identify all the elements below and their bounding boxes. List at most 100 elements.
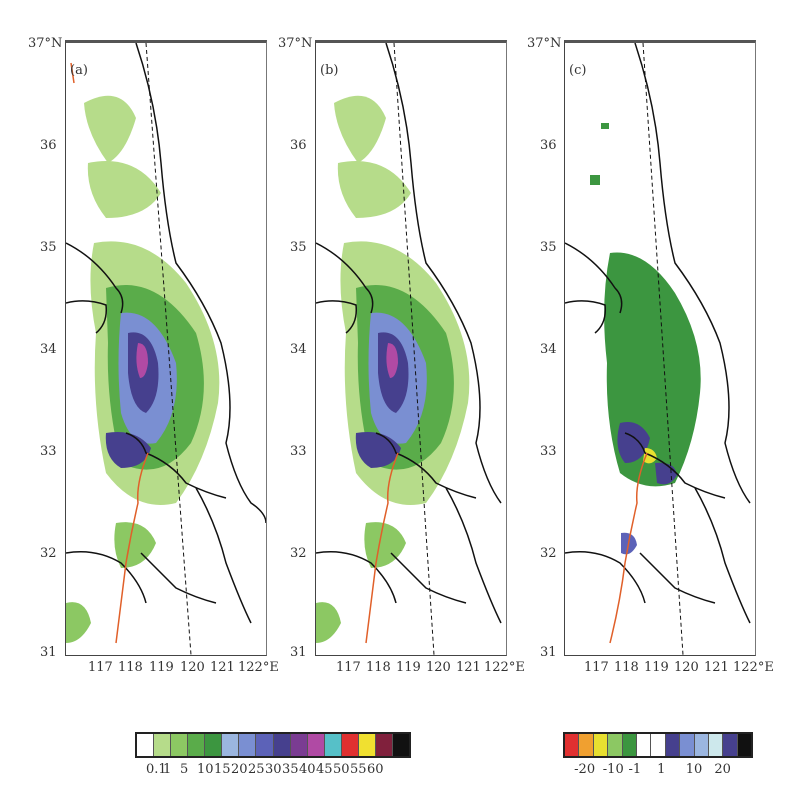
colorbar-swatch bbox=[273, 734, 291, 756]
colorbar-swatch bbox=[171, 734, 189, 756]
boundary-lines-c bbox=[565, 43, 751, 624]
lon-tick: 121 bbox=[210, 660, 235, 675]
diff-colorbar bbox=[563, 732, 753, 758]
precip-field-b bbox=[316, 95, 470, 643]
colorbar-label: 20 bbox=[231, 762, 248, 777]
boundary-lines-b bbox=[316, 43, 502, 624]
colorbar-label: -10 bbox=[602, 762, 624, 777]
colorbar-swatch bbox=[636, 734, 652, 756]
map-panel-c: (c) bbox=[564, 40, 756, 656]
colorbar-swatch bbox=[665, 734, 681, 756]
colorbar-swatch bbox=[565, 734, 580, 756]
colorbar-swatch bbox=[358, 734, 376, 756]
colorbar-label: 55 bbox=[350, 762, 367, 777]
lat-tick: 34 bbox=[40, 342, 57, 357]
diff-field-c bbox=[590, 123, 701, 555]
colorbar-swatch bbox=[608, 734, 623, 756]
colorbar-swatch bbox=[188, 734, 206, 756]
lon-tick: 122°E bbox=[484, 660, 525, 675]
lat-tick: 31 bbox=[540, 645, 557, 660]
colorbar-swatch bbox=[651, 734, 666, 756]
colorbar-swatch bbox=[622, 734, 637, 756]
colorbar-swatch bbox=[392, 734, 409, 756]
colorbar-swatch bbox=[737, 734, 752, 756]
lat-tick: 31 bbox=[40, 645, 57, 660]
colorbar-label: 25 bbox=[248, 762, 265, 777]
colorbar-label: 10 bbox=[197, 762, 214, 777]
precip-field-a bbox=[66, 95, 220, 643]
lat-tick: 36 bbox=[290, 138, 307, 153]
lon-tick: 122°E bbox=[733, 660, 774, 675]
colorbar-swatch bbox=[593, 734, 609, 756]
lat-tick: 33 bbox=[40, 444, 57, 459]
colorbar-swatch bbox=[222, 734, 240, 756]
colorbar-swatch bbox=[579, 734, 594, 756]
colorbar-swatch bbox=[256, 734, 274, 756]
lat-tick: 37°N bbox=[28, 36, 63, 51]
lat-tick: 32 bbox=[40, 546, 57, 561]
colorbar-label: 45 bbox=[316, 762, 333, 777]
panel-label-a: (a) bbox=[70, 63, 88, 78]
lat-tick: 35 bbox=[290, 240, 307, 255]
lon-tick: 120 bbox=[180, 660, 205, 675]
colorbar-swatch bbox=[694, 734, 709, 756]
colorbar-label: 15 bbox=[214, 762, 231, 777]
lat-tick: 32 bbox=[540, 546, 557, 561]
lon-tick: 122°E bbox=[238, 660, 279, 675]
panel-label-b: (b) bbox=[320, 63, 339, 78]
lon-tick: 118 bbox=[614, 660, 639, 675]
river-c bbox=[609, 452, 648, 644]
colorbar-label: -1 bbox=[628, 762, 642, 777]
lon-tick: 121 bbox=[456, 660, 481, 675]
colorbar-label: 50 bbox=[333, 762, 350, 777]
lat-tick: 33 bbox=[290, 444, 307, 459]
colorbar-label: 60 bbox=[367, 762, 384, 777]
river-b bbox=[365, 452, 399, 644]
lon-tick: 119 bbox=[396, 660, 421, 675]
lon-tick: 120 bbox=[426, 660, 451, 675]
map-panel-b: (b) bbox=[315, 40, 507, 656]
dashed-line-b bbox=[393, 43, 435, 655]
colorbar-label: 20 bbox=[714, 762, 731, 777]
colorbar-swatch bbox=[307, 734, 325, 756]
lat-tick: 31 bbox=[290, 645, 307, 660]
colorbar-label: 1 bbox=[163, 762, 172, 777]
lat-tick: 37°N bbox=[278, 36, 313, 51]
lon-tick: 117 bbox=[336, 660, 361, 675]
lat-tick: 32 bbox=[290, 546, 307, 561]
lon-tick: 117 bbox=[584, 660, 609, 675]
lat-tick: 36 bbox=[40, 138, 57, 153]
precip-colorbar bbox=[135, 732, 411, 758]
colorbar-label: 10 bbox=[685, 762, 703, 777]
lon-tick: 118 bbox=[118, 660, 143, 675]
lon-tick: 119 bbox=[149, 660, 174, 675]
precip-map-a bbox=[66, 43, 266, 655]
lon-tick: 117 bbox=[88, 660, 113, 675]
colorbar-swatch bbox=[708, 734, 724, 756]
panel-label-c: (c) bbox=[569, 63, 587, 78]
colorbar-swatch bbox=[723, 734, 738, 756]
colorbar-swatch bbox=[239, 734, 257, 756]
colorbar-label: -20 bbox=[574, 762, 596, 777]
lat-tick: 34 bbox=[290, 342, 307, 357]
dashed-line-c bbox=[642, 43, 684, 655]
lat-tick: 35 bbox=[540, 240, 557, 255]
boundary-lines-a bbox=[66, 43, 266, 624]
colorbar-swatch bbox=[154, 734, 172, 756]
lat-tick: 37°N bbox=[527, 36, 562, 51]
colorbar-label: 35 bbox=[282, 762, 299, 777]
river-a bbox=[70, 62, 149, 644]
colorbar-label: 5 bbox=[180, 762, 189, 777]
colorbar-swatch bbox=[341, 734, 359, 756]
colorbar-swatch bbox=[375, 734, 393, 756]
colorbar-swatch bbox=[324, 734, 342, 756]
colorbar-swatch bbox=[290, 734, 308, 756]
colorbar-swatch bbox=[137, 734, 155, 756]
colorbar-swatch bbox=[680, 734, 695, 756]
lon-tick: 121 bbox=[704, 660, 729, 675]
colorbar-swatch bbox=[205, 734, 223, 756]
lon-tick: 118 bbox=[366, 660, 391, 675]
colorbar-label: 40 bbox=[299, 762, 316, 777]
colorbar-label: 30 bbox=[265, 762, 282, 777]
diff-map-c bbox=[565, 43, 751, 655]
